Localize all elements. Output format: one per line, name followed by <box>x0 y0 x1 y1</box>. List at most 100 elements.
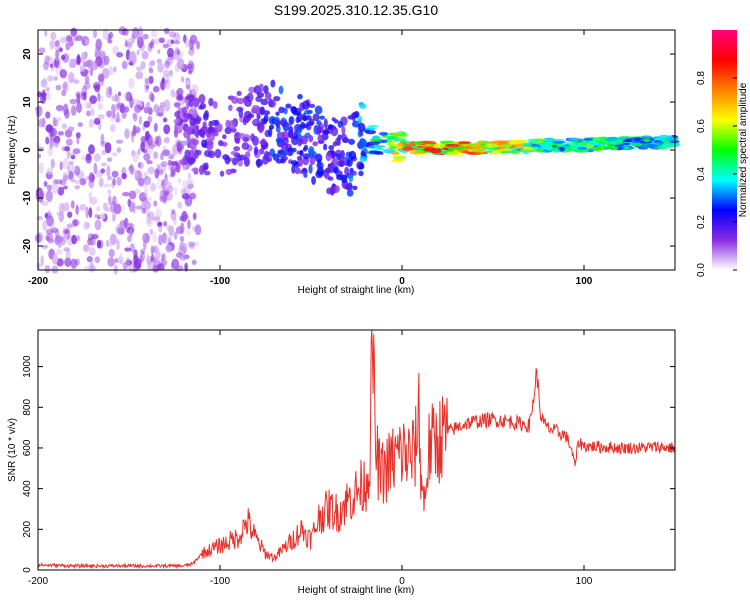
spectrogram-speckle <box>129 166 136 175</box>
spectrogram-speckle <box>171 88 175 98</box>
spectrogram-speckle <box>161 77 165 84</box>
spectrogram-speckle <box>88 207 93 218</box>
spectrogram-speckle <box>88 191 93 201</box>
spectrogram-ridge-mark <box>440 141 448 145</box>
spectrogram-ridge-mark <box>209 131 215 142</box>
spectrogram-speckle <box>111 170 119 178</box>
spectrogram-speckle <box>50 158 55 169</box>
spectrogram-speckle <box>124 106 130 113</box>
spectrogram-speckle <box>46 236 51 241</box>
spectrogram-ridge-mark <box>375 145 386 148</box>
spectrogram-speckle <box>144 78 149 83</box>
spectrogram-speckle <box>57 131 65 136</box>
spectrogram-ridge-mark <box>179 140 188 146</box>
spectrogram-speckle <box>150 245 154 255</box>
spectrogram-speckle <box>137 162 141 168</box>
spectrogram-speckle <box>128 52 136 64</box>
spectrogram-y-tick-label: 0 <box>22 147 33 153</box>
spectrogram-ridge-mark <box>295 116 300 124</box>
spectrogram-speckle <box>90 60 98 71</box>
spectrogram-speckle <box>36 262 41 269</box>
spectrogram-speckle <box>176 87 184 97</box>
spectrogram-ridge-mark <box>291 136 299 146</box>
spectrogram-speckle <box>133 112 138 122</box>
spectrogram-speckle <box>161 232 167 244</box>
spectrogram-speckle <box>121 172 127 180</box>
spectrogram-ridge-mark <box>219 170 225 177</box>
spectrogram-ridge-mark <box>316 166 325 177</box>
spectrogram-speckle <box>113 104 120 112</box>
spectrogram-speckle <box>136 36 144 49</box>
spectrogram-speckle <box>131 55 137 63</box>
colorbar: 0.0 0.2 0.4 0.6 0.8 Normalized spectral ampl… <box>696 30 749 277</box>
spectrogram-speckle <box>128 60 134 66</box>
spectrogram-speckle <box>70 27 78 37</box>
spectrogram-ridge-mark <box>264 92 272 100</box>
spectrogram-speckle <box>75 55 82 66</box>
spectrogram-ridge-mark <box>301 100 310 110</box>
spectrogram-ridge-mark <box>198 165 205 176</box>
spectrogram-ridge-mark <box>273 96 281 102</box>
spectrogram-speckle <box>92 237 96 247</box>
spectrogram-speckle <box>55 105 64 112</box>
spectrogram-speckle <box>177 201 183 209</box>
spectrogram-speckle <box>84 101 90 110</box>
spectrogram-speckle <box>148 67 154 74</box>
spectrogram-speckle <box>170 39 175 44</box>
spectrogram-speckle <box>180 76 185 83</box>
spectrogram-speckle <box>171 258 180 270</box>
spectrogram-speckle <box>132 26 140 39</box>
spectrogram-ridge-mark <box>315 153 323 163</box>
snr-x-ticks: -200 -100 0 100 <box>28 330 593 587</box>
spectrogram-ridge-mark <box>260 98 269 106</box>
spectrogram-ridge-mark <box>583 138 594 141</box>
spectrogram-speckle <box>58 202 65 214</box>
spectrogram-speckle <box>57 186 65 196</box>
spectrogram-speckle <box>62 174 70 181</box>
spectrogram-speckle <box>108 66 114 76</box>
spectrogram-speckle <box>147 107 153 115</box>
spectrogram-ridge-mark <box>308 118 315 126</box>
spectrogram-speckle <box>110 111 114 123</box>
spectrogram-ridge-mark <box>297 93 303 100</box>
spectrogram-speckle <box>55 49 60 58</box>
spectrogram-ridge-mark <box>308 145 315 156</box>
spectrogram-speckle <box>86 255 93 263</box>
spectrogram-ridge-mark <box>531 146 540 150</box>
spectrogram-speckle <box>107 175 112 181</box>
spectrogram-speckle <box>97 92 101 102</box>
spectrogram-speckle <box>192 138 200 146</box>
spectrogram-speckle <box>192 241 200 247</box>
spectrogram-ridge-mark <box>388 145 398 150</box>
spectrogram-ridge-mark <box>199 102 207 110</box>
spectrogram-speckle <box>44 29 48 37</box>
spectrogram-speckle <box>188 39 194 50</box>
spectrogram-ridge-mark <box>658 134 670 140</box>
spectrogram-speckle <box>50 227 59 233</box>
spectrogram-speckle <box>192 212 197 221</box>
spectrogram-speckle <box>41 244 49 249</box>
spectrogram-speckle <box>129 243 135 253</box>
spectrogram-ridge-mark <box>275 119 281 129</box>
spectrogram-speckle <box>65 138 73 146</box>
spectrogram-ridge-mark <box>256 92 265 98</box>
spectrogram-speckle <box>103 183 111 188</box>
spectrogram-ridge-mark <box>330 126 339 137</box>
spectrogram-ridge-mark <box>250 133 256 142</box>
spectrogram-speckle <box>49 40 57 48</box>
spectrogram-speckle <box>41 200 49 206</box>
spectrogram-speckle <box>74 179 81 185</box>
spectrogram-speckle <box>85 206 89 219</box>
spectrogram-speckle <box>181 179 189 189</box>
spectrogram-ridge-mark <box>194 124 200 130</box>
spectrogram-speckle <box>124 247 132 252</box>
spectrogram-speckle <box>140 251 145 263</box>
spectrogram-x-ticks: -200 -100 0 100 <box>28 30 593 287</box>
spectrogram-ridge-mark <box>191 167 199 173</box>
spectrogram-speckle <box>184 79 192 86</box>
spectrogram-speckle <box>144 185 149 198</box>
spectrogram-speckle <box>52 253 59 265</box>
spectrogram-speckle <box>53 76 58 81</box>
spectrogram-speckle <box>141 207 147 214</box>
spectrogram-speckle <box>93 162 98 174</box>
